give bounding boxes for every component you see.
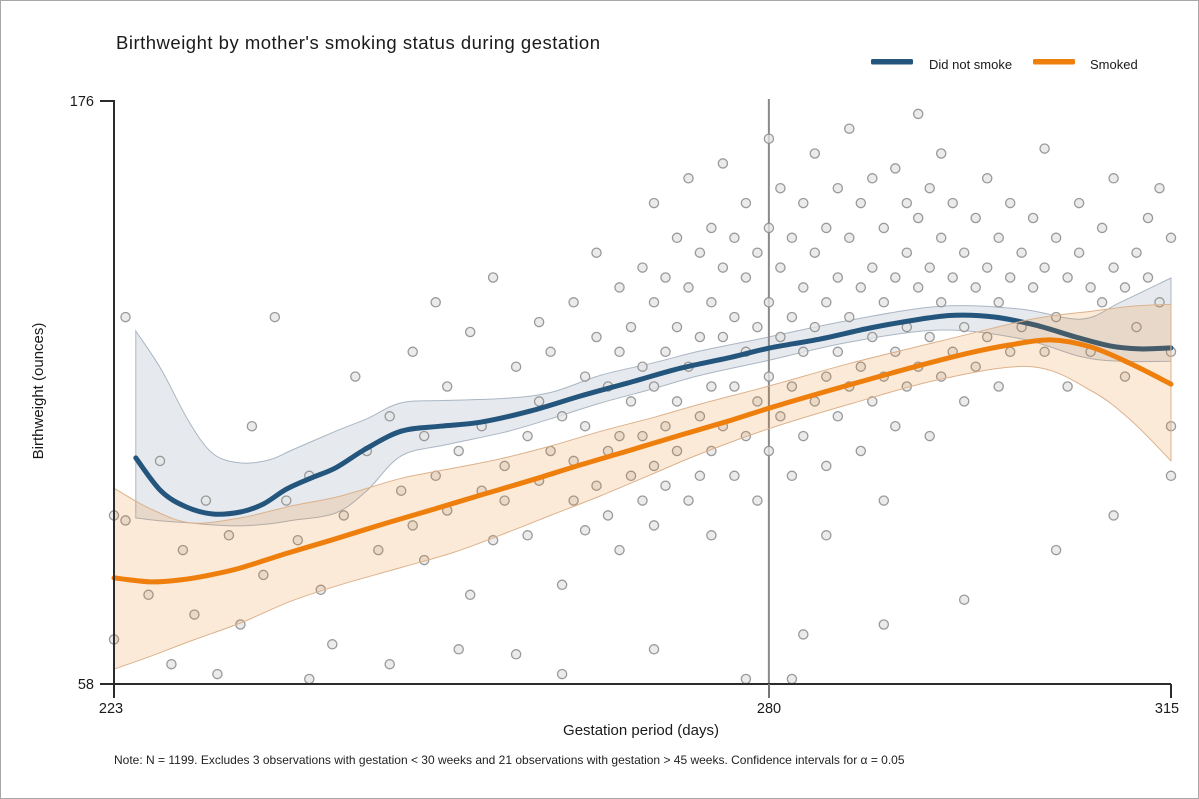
y-tick-58: 58 [78,677,94,693]
x-tick-280: 280 [757,701,781,717]
y-tick-176: 176 [70,94,94,110]
x-tick-315: 315 [1155,701,1179,717]
legend-swatch-smoked [1033,59,1075,65]
trend-line-did-not-smoke [133,312,1174,517]
x-tick-223: 223 [99,701,123,717]
legend-label-did-not-smoke: Did not smoke [929,57,1012,72]
chart-title: Birthweight by mother's smoking status d… [116,32,601,53]
x-axis-title: Gestation period (days) [563,722,719,739]
legend-label-smoked: Smoked [1090,57,1138,72]
trend-line-smoked [111,337,1174,585]
legend-swatch-did-not-smoke [871,59,913,65]
axes [100,100,1172,698]
footnote: Note: N = 1199. Excludes 3 observations … [114,753,905,767]
y-axis-title: Birthweight (ounces) [30,323,47,460]
legend: Did not smoke Smoked [871,57,1138,72]
